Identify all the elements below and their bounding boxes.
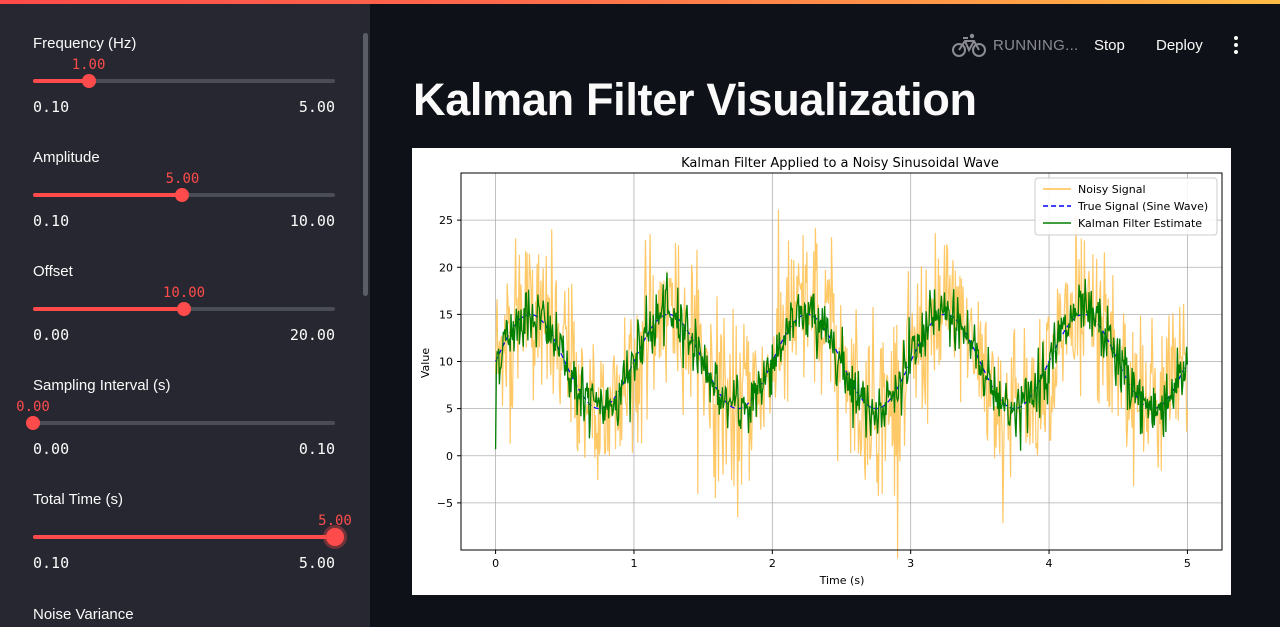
sidebar: Frequency (Hz) 1.00 0.10 5.00 Amplitude … (0, 0, 370, 627)
slider-max: 0.10 (298, 440, 335, 458)
slider-fill (33, 535, 335, 539)
x-tick-label: 3 (907, 557, 914, 570)
chart-legend: Noisy Signal True Signal (Sine Wave) Kalma… (1034, 177, 1218, 236)
slider-value: 10.00 (162, 285, 206, 301)
chart-svg: Kalman Filter Applied to a Noisy Sinusoi… (419, 156, 1223, 587)
bicycle-icon (952, 33, 986, 57)
slider-max: 10.00 (289, 212, 335, 230)
sidebar-scrollbar[interactable] (363, 33, 368, 296)
chart-figure: Kalman Filter Applied to a Noisy Sinusoi… (412, 148, 1231, 595)
y-tick-label: 5 (446, 403, 453, 416)
slider-fill (33, 193, 183, 197)
slider-thumb[interactable] (81, 74, 96, 88)
slider-value: 5.00 (165, 171, 200, 187)
slider-thumb[interactable] (326, 528, 344, 546)
x-tick-label: 1 (630, 557, 637, 570)
noise-variance-label: Noise Variance (33, 606, 134, 623)
legend-box (1034, 177, 1218, 236)
y-tick-label: −5 (437, 497, 453, 510)
x-tick-label: 2 (769, 557, 776, 570)
slider-fill (33, 307, 184, 311)
slider-thumb[interactable] (26, 416, 40, 430)
series-kalman-estimate (494, 272, 1189, 451)
legend-label: True Signal (Sine Wave) (1077, 200, 1208, 213)
x-tick-label: 0 (492, 557, 499, 570)
running-status-text: RUNNING... (993, 36, 1079, 54)
running-status: RUNNING... (952, 31, 1079, 59)
slider-label: Total Time (s) (33, 491, 124, 508)
page-title: Kalman Filter Visualization (413, 74, 977, 125)
chart-x-axis-label: Time (s) (819, 574, 865, 587)
slider-value: 0.00 (16, 399, 50, 415)
slider-max: 5.00 (298, 554, 335, 572)
stop-button[interactable]: Stop (1094, 36, 1125, 54)
slider-max: 20.00 (289, 326, 335, 344)
y-tick-label: 10 (439, 356, 453, 369)
chart-series-group (494, 209, 1189, 559)
slider-thumb[interactable] (175, 188, 190, 202)
slider-value: 5.00 (318, 513, 352, 529)
chart-ticks: 0 1 2 3 4 5 −5 0 5 10 15 20 25 (437, 214, 1191, 570)
y-tick-label: 0 (446, 450, 453, 463)
slider-min: 0.10 (33, 98, 70, 116)
slider-track[interactable] (33, 79, 335, 83)
y-tick-label: 20 (439, 261, 453, 274)
slider-min: 0.10 (33, 554, 70, 572)
deploy-button[interactable]: Deploy (1156, 36, 1203, 54)
slider-fill (33, 79, 89, 83)
slider-min: 0.00 (33, 326, 70, 344)
main-menu-button[interactable] (1226, 32, 1246, 58)
legend-label: Noisy Signal (1078, 183, 1146, 196)
slider-min: 0.10 (33, 212, 70, 230)
slider-thumb[interactable] (177, 302, 191, 316)
slider-value: 1.00 (71, 57, 106, 73)
legend-label: Kalman Filter Estimate (1078, 217, 1202, 230)
kebab-dot-icon (1234, 43, 1238, 47)
slider-min: 0.00 (33, 440, 70, 458)
slider-label: Amplitude (33, 149, 100, 166)
chart-plot-frame (460, 172, 1223, 551)
x-tick-label: 4 (1046, 557, 1053, 570)
slider-track[interactable] (33, 535, 335, 539)
slider-max: 5.00 (298, 98, 335, 116)
chart-title: Kalman Filter Applied to a Noisy Sinusoi… (681, 156, 999, 171)
series-noisy-signal (495, 209, 1188, 559)
y-tick-label: 15 (439, 308, 453, 321)
y-tick-label: 25 (439, 214, 453, 227)
top-decoration-stripe (0, 0, 1280, 4)
slider-label: Offset (33, 263, 73, 280)
kebab-dot-icon (1234, 50, 1238, 54)
chart-y-axis-label: Value (419, 348, 432, 378)
kebab-dot-icon (1234, 36, 1238, 40)
slider-track[interactable] (33, 421, 335, 425)
x-tick-label: 5 (1184, 557, 1191, 570)
slider-label: Sampling Interval (s) (33, 377, 171, 394)
slider-label: Frequency (Hz) (33, 35, 137, 52)
